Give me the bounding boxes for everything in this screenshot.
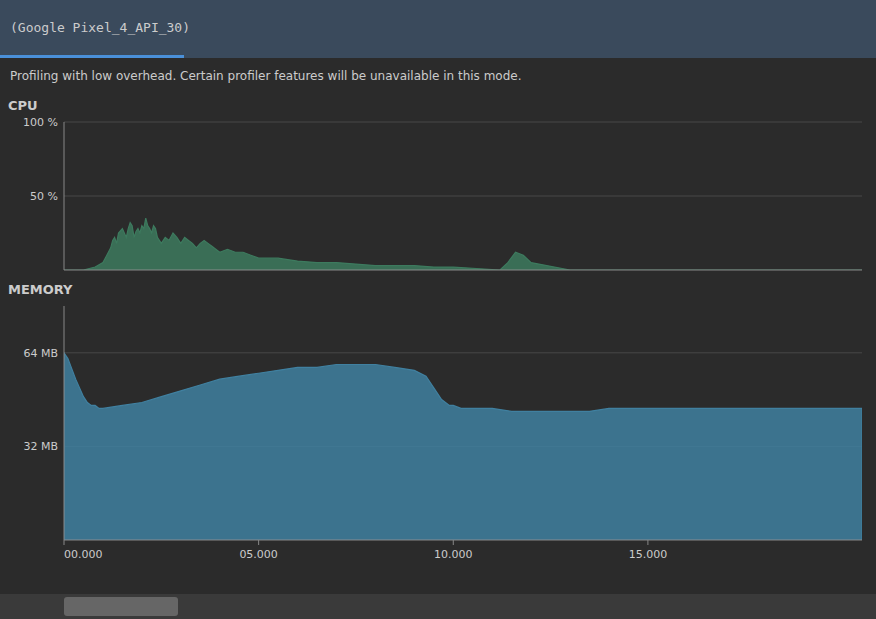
plot-area	[64, 218, 862, 270]
scrollbar[interactable]	[0, 594, 876, 619]
grid-line	[64, 122, 862, 123]
chart-root: (Google Pixel_4_API_30) Profiling with lo…	[0, 0, 876, 619]
area	[64, 218, 862, 270]
plot-area	[64, 353, 862, 540]
title-bar	[0, 0, 876, 58]
scrollbar-thumb[interactable]	[64, 597, 178, 616]
x-tick	[453, 540, 454, 545]
grid-line	[64, 352, 862, 353]
x-tick	[64, 540, 65, 545]
panel-title: CPU	[8, 98, 38, 113]
grid-line	[64, 196, 862, 197]
y-tick-label: 32 MB	[23, 440, 58, 453]
y-tick-label: 50 %	[30, 190, 58, 203]
x-tick	[647, 540, 648, 545]
x-tick-label: 05.000	[239, 548, 278, 561]
title-underline	[0, 55, 184, 58]
area	[64, 353, 862, 540]
y-tick-label: 100 %	[23, 116, 58, 129]
panel: CPU 50 % 100 %	[8, 98, 862, 270]
x-tick-label: 10.000	[434, 548, 473, 561]
y-axis-line	[64, 306, 65, 540]
title-bar-text: (Google Pixel_4_API_30)	[10, 20, 190, 35]
subtitle: Profiling with low overhead. Certain pro…	[10, 69, 522, 83]
x-axis-line	[64, 270, 862, 271]
panel: MEMORY 32 MB 64 MB 00.000 05.000 10.000 15.000	[8, 282, 862, 561]
y-axis-line	[64, 122, 65, 270]
x-tick-label: 00.000	[64, 548, 103, 561]
x-tick-label: 15.000	[629, 548, 668, 561]
y-tick-label: 64 MB	[23, 347, 58, 360]
x-axis-line	[64, 540, 862, 541]
panel-title: MEMORY	[8, 282, 73, 297]
background	[0, 0, 876, 619]
x-tick	[258, 540, 259, 545]
